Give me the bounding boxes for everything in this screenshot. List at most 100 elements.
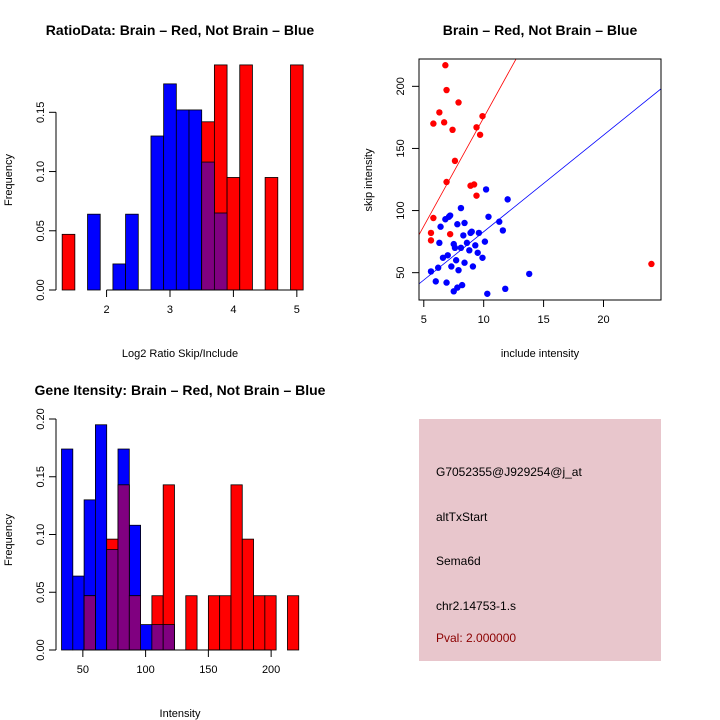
gene-name-text: Sema6d <box>436 554 481 568</box>
scatter-point-not-brain-39 <box>432 278 439 285</box>
scatter-point-not-brain-3 <box>457 204 465 212</box>
ratio-bar-not-brain-6 <box>188 109 203 291</box>
scatter-point-not-brain-6 <box>454 221 461 228</box>
ratio-x-tick-label-3: 5 <box>294 304 300 316</box>
scatter-point-not-brain-11 <box>442 216 449 223</box>
ratio-histogram-panel: RatioData: Brain – Red, Not Brain – Blue… <box>3 22 314 360</box>
scatter-point-brain-6 <box>440 119 448 126</box>
scatter-point-brain-9 <box>476 131 484 138</box>
ratio-bar-not-brain-5 <box>175 109 190 291</box>
intensity-bar-not-brain-3 <box>95 424 108 651</box>
scatter-point-brain-3 <box>455 99 462 106</box>
intensity-y-tick-label-1: 0.05 <box>35 582 47 603</box>
scatter-point-brain-14 <box>430 214 437 222</box>
intensity-histogram-panel: Gene Itensity: Brain – Red, Not Brain – … <box>3 382 326 720</box>
location-text: chr2.14753-1.s <box>436 599 516 613</box>
scatter-point-not-brain-37 <box>502 285 509 293</box>
scatter-point-not-brain-35 <box>450 288 457 295</box>
intensity-bar-not-brain-7 <box>140 624 153 651</box>
ratio-x-tick-label-2: 4 <box>230 304 236 316</box>
ratio-bar-brain-0 <box>61 233 76 291</box>
intensity-bar-brain-8 <box>219 595 232 651</box>
not-brain-fit-line <box>419 88 661 285</box>
scatter-x-tick-label-1: 10 <box>478 314 490 326</box>
scatter-point-brain-1 <box>443 86 450 94</box>
scatter-point-not-brain-38 <box>526 270 533 278</box>
scatter-point-not-brain-19 <box>457 244 465 252</box>
scatter-y-tick-label-0: 50 <box>395 267 407 279</box>
ratio-bar-brain-5 <box>264 177 279 291</box>
scatter-point-not-brain-23 <box>444 252 451 259</box>
scatter-point-not-brain-36 <box>484 290 491 297</box>
ratio-x-tick-label-1: 3 <box>167 304 173 316</box>
scatter-point-not-brain-24 <box>452 257 460 264</box>
scatter-point-not-brain-15 <box>475 229 483 237</box>
scatter-point-brain-15 <box>427 229 435 237</box>
scatter-point-not-brain-10 <box>499 227 507 234</box>
scatter-point-not-brain-17 <box>436 239 443 247</box>
scatter-point-not-brain-13 <box>460 232 467 239</box>
intensity-x-tick-label-3: 200 <box>262 664 280 676</box>
intensity-x-tick-label-0: 50 <box>77 664 89 676</box>
intensity-bar-overlap-3 <box>128 595 141 651</box>
ratio-histogram-ylabel: Frequency <box>3 154 15 206</box>
scatter-title: Brain – Red, Not Brain – Blue <box>443 22 638 38</box>
scatter-point-brain-5 <box>430 120 437 127</box>
scatter-point-brain-16 <box>446 230 454 238</box>
ratio-bar-not-brain-3 <box>150 135 165 291</box>
scatter-point-brain-7 <box>473 124 480 131</box>
scatter-point-not-brain-22 <box>479 254 486 261</box>
intensity-y-tick-label-0: 0.00 <box>35 639 47 660</box>
scatter-point-brain-11 <box>443 178 450 186</box>
intensity-y-tick-label-4: 0.20 <box>35 408 47 429</box>
scatter-point-not-brain-7 <box>461 219 468 227</box>
scatter-y-tick-label-2: 150 <box>395 139 407 157</box>
scatter-x-tick-label-3: 20 <box>597 314 609 326</box>
intensity-bar-overlap-0 <box>83 595 96 651</box>
intensity-y-tick-label-3: 0.15 <box>35 466 47 487</box>
ratio-bar-overlap-1 <box>201 161 215 291</box>
ratio-histogram-xlabel: Log2 Ratio Skip/Include <box>122 348 238 360</box>
ratio-bar-not-brain-2 <box>125 213 139 291</box>
intensity-x-tick-label-2: 150 <box>199 664 217 676</box>
scatter-point-not-brain-25 <box>461 259 468 266</box>
scatter-point-not-brain-20 <box>466 247 473 254</box>
scatter-point-not-brain-12 <box>446 212 454 219</box>
intensity-bar-brain-7 <box>207 595 221 651</box>
intensity-bar-brain-10 <box>241 538 254 651</box>
intensity-histogram-xlabel: Intensity <box>160 708 201 720</box>
scatter-point-not-brain-40 <box>451 244 459 252</box>
scatter-point-not-brain-14 <box>468 228 475 235</box>
scatter-point-not-brain-16 <box>481 238 489 245</box>
scatter-point-brain-17 <box>427 237 435 244</box>
scatter-point-not-brain-34 <box>458 281 466 289</box>
ratio-y-tick-label-2: 0.10 <box>35 161 47 182</box>
scatter-x-tick-label-2: 15 <box>537 314 549 326</box>
scatter-ylabel: skip intensity <box>363 148 375 211</box>
scatter-point-not-brain-41 <box>463 239 471 247</box>
intensity-bar-brain-6 <box>185 595 198 651</box>
scatter-point-not-brain-31 <box>434 264 442 271</box>
ratio-bar-overlap-2 <box>213 212 228 291</box>
event-type-text: altTxStart <box>436 510 488 524</box>
intensity-bar-not-brain-0 <box>61 448 74 651</box>
probe-id-text: G7052355@J929254@j_at <box>436 465 582 479</box>
scatter-x-tick-label-0: 5 <box>421 314 427 326</box>
scatter-point-not-brain-26 <box>469 263 477 270</box>
scatter-point-not-brain-42 <box>472 242 479 249</box>
scatter-point-not-brain-27 <box>439 254 447 261</box>
ratio-y-tick-label-0: 0.00 <box>35 279 47 300</box>
scatter-point-brain-4 <box>479 112 486 120</box>
scatter-y-tick-label-3: 200 <box>395 77 407 95</box>
intensity-bar-brain-11 <box>253 595 266 651</box>
intensity-x-tick-label-1: 100 <box>136 664 154 676</box>
scatter-point-not-brain-32 <box>443 279 450 286</box>
ratio-bar-brain-3 <box>226 177 241 291</box>
info-panel-background <box>419 419 661 661</box>
ratio-bar-brain-4 <box>239 64 253 291</box>
scatter-xlabel: include intensity <box>501 348 580 360</box>
intensity-y-tick-label-2: 0.10 <box>35 524 47 545</box>
scatter-point-not-brain-29 <box>455 266 462 274</box>
scatter-point-not-brain-2 <box>496 218 503 225</box>
